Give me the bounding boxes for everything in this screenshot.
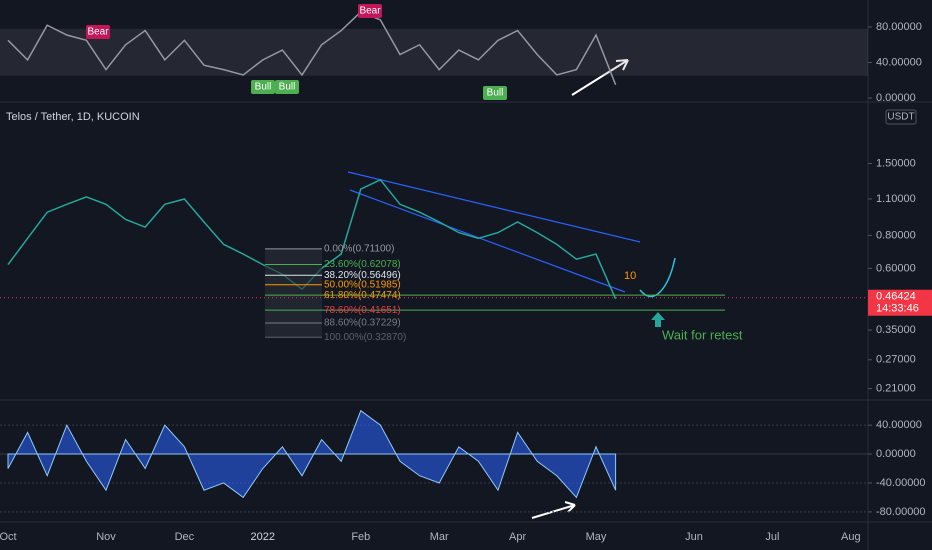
annotation: 10 <box>624 270 636 282</box>
signal-label: Bear <box>87 27 109 38</box>
signal-label: Bull <box>255 82 272 93</box>
x-tick-label: Jul <box>765 531 779 543</box>
band <box>0 28 868 76</box>
signal-label: Bull <box>487 88 504 99</box>
countdown-label: 14:33:46 <box>876 303 919 315</box>
fib-label: 23.60%(0.62078) <box>324 259 401 270</box>
last-price-label: 0.46424 <box>876 291 916 303</box>
x-tick-label: Feb <box>351 531 370 543</box>
signal-box <box>483 86 507 100</box>
x-tick-label: Apr <box>509 531 526 543</box>
y-tick-label: 80.00000 <box>876 21 922 33</box>
x-tick-label: 2022 <box>251 531 275 543</box>
retest-arrow <box>651 312 665 327</box>
y-tick-label: -40.00000 <box>876 477 926 489</box>
signal-box <box>251 80 275 94</box>
annotation: Wait for retest <box>662 327 743 342</box>
fib-label: 78.60%(0.41651) <box>324 305 401 316</box>
series-line <box>7 11 617 85</box>
y-tick-label: 0.00000 <box>876 448 916 460</box>
y-tick-label: 0.80000 <box>876 229 916 241</box>
x-tick-label: Nov <box>96 531 116 543</box>
last-price-box <box>868 289 932 316</box>
signal-box <box>86 25 110 39</box>
fib-zone <box>265 248 322 338</box>
channel-line <box>347 171 641 243</box>
series-area <box>7 409 617 499</box>
y-tick-label: 40.00000 <box>876 56 922 68</box>
signal-box <box>275 80 299 94</box>
x-tick-label: Aug <box>841 531 861 543</box>
signal-label: Bear <box>359 6 381 17</box>
x-tick-label: Jun <box>685 531 703 543</box>
unit-label: USDT <box>887 112 914 123</box>
fib-label: 0.00%(0.71100) <box>324 244 394 255</box>
x-tick-label: Dec <box>175 531 195 543</box>
y-tick-label: 40.00000 <box>876 419 922 431</box>
trend-arrow <box>571 59 629 96</box>
fib-label: 38.20%(0.56496) <box>324 270 401 281</box>
y-tick-label: 0.35000 <box>876 324 916 336</box>
y-tick-label: 0.60000 <box>876 262 916 274</box>
fib-label: 50.00%(0.51985) <box>324 279 401 290</box>
signal-box <box>358 4 382 18</box>
y-tick-label: 0.00000 <box>876 92 916 104</box>
y-tick-label: 0.27000 <box>876 354 916 366</box>
channel-line <box>349 189 626 293</box>
unit-box <box>885 109 917 125</box>
y-tick-label: -80.00000 <box>876 506 926 518</box>
y-tick-label: 0.21000 <box>876 382 916 394</box>
y-tick-label: 1.10000 <box>876 193 916 205</box>
chart-title: Telos / Tether, 1D, KUCOIN <box>6 111 140 123</box>
fib-label: 88.60%(0.37229) <box>324 318 401 329</box>
x-tick-label: Oct <box>0 531 17 543</box>
y-tick-label: 1.50000 <box>876 157 916 169</box>
x-tick-label: May <box>586 531 607 543</box>
x-tick-label: Mar <box>430 531 449 543</box>
fib-label: 61.80%(0.47474) <box>324 290 401 301</box>
signal-label: Bull <box>279 82 296 93</box>
fib-label: 100.00%(0.32870) <box>324 332 406 343</box>
